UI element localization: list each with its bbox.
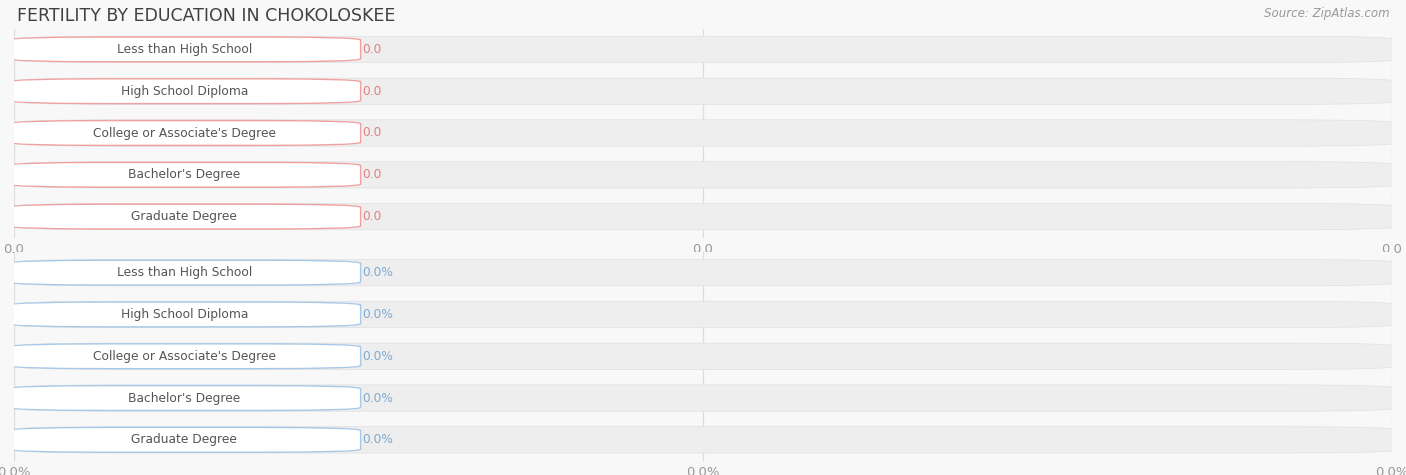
Text: Bachelor's Degree: Bachelor's Degree (128, 391, 240, 405)
Text: Less than High School: Less than High School (117, 266, 252, 279)
FancyBboxPatch shape (10, 385, 361, 411)
Text: Bachelor's Degree: Bachelor's Degree (128, 168, 240, 181)
FancyBboxPatch shape (10, 301, 1396, 328)
Text: High School Diploma: High School Diploma (121, 85, 247, 98)
Text: 0.0%: 0.0% (363, 391, 394, 405)
FancyBboxPatch shape (8, 205, 360, 228)
Text: High School Diploma: High School Diploma (121, 308, 247, 321)
FancyBboxPatch shape (8, 261, 360, 285)
FancyBboxPatch shape (10, 36, 361, 63)
Text: 0.0%: 0.0% (363, 350, 394, 363)
FancyBboxPatch shape (10, 343, 1396, 370)
FancyBboxPatch shape (10, 78, 1396, 104)
Text: College or Associate's Degree: College or Associate's Degree (93, 126, 276, 140)
FancyBboxPatch shape (10, 162, 1396, 188)
FancyBboxPatch shape (10, 301, 361, 328)
FancyBboxPatch shape (10, 427, 361, 453)
FancyBboxPatch shape (8, 344, 360, 368)
FancyBboxPatch shape (10, 259, 361, 286)
FancyBboxPatch shape (8, 121, 360, 145)
Text: 0.0%: 0.0% (363, 433, 394, 446)
FancyBboxPatch shape (8, 38, 360, 61)
Text: 0.0: 0.0 (363, 168, 382, 181)
FancyBboxPatch shape (8, 79, 360, 103)
FancyBboxPatch shape (10, 162, 361, 188)
FancyBboxPatch shape (10, 259, 1396, 286)
Text: 0.0%: 0.0% (363, 308, 394, 321)
Text: College or Associate's Degree: College or Associate's Degree (93, 350, 276, 363)
FancyBboxPatch shape (10, 385, 1396, 411)
FancyBboxPatch shape (10, 36, 1396, 63)
FancyBboxPatch shape (8, 428, 360, 452)
Text: Less than High School: Less than High School (117, 43, 252, 56)
FancyBboxPatch shape (10, 78, 361, 104)
Text: 0.0: 0.0 (363, 43, 382, 56)
FancyBboxPatch shape (8, 163, 360, 187)
FancyBboxPatch shape (10, 427, 1396, 453)
Text: 0.0: 0.0 (363, 85, 382, 98)
FancyBboxPatch shape (10, 120, 361, 146)
FancyBboxPatch shape (8, 303, 360, 326)
Text: 0.0: 0.0 (363, 210, 382, 223)
Text: Graduate Degree: Graduate Degree (131, 433, 238, 446)
Text: Source: ZipAtlas.com: Source: ZipAtlas.com (1264, 7, 1389, 20)
FancyBboxPatch shape (10, 203, 361, 230)
FancyBboxPatch shape (8, 386, 360, 410)
Text: 0.0%: 0.0% (363, 266, 394, 279)
Text: Graduate Degree: Graduate Degree (131, 210, 238, 223)
FancyBboxPatch shape (10, 120, 1396, 146)
FancyBboxPatch shape (10, 203, 1396, 230)
FancyBboxPatch shape (10, 343, 361, 370)
Text: 0.0: 0.0 (363, 126, 382, 140)
Text: FERTILITY BY EDUCATION IN CHOKOLOSKEE: FERTILITY BY EDUCATION IN CHOKOLOSKEE (17, 7, 395, 25)
